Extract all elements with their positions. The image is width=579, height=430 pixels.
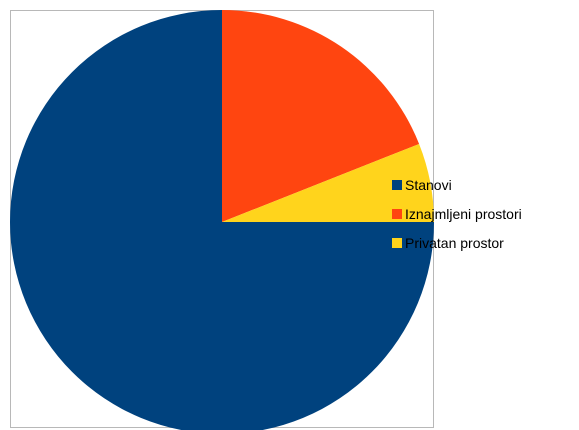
pie-slices xyxy=(10,10,434,430)
legend-item-privatan-prostor: Privatan prostor xyxy=(392,231,579,254)
legend-item-iznajmljeni-prostori: Iznajmljeni prostori xyxy=(392,202,579,225)
pie-slice-iznajmljeni-prostori xyxy=(222,10,420,222)
legend-swatch-privatan-prostor xyxy=(392,237,402,248)
pie-slice-privatan-prostor xyxy=(222,143,434,222)
legend-label-stanovi: Stanovi xyxy=(405,176,452,193)
legend-swatch-iznajmljeni-prostori xyxy=(392,208,402,219)
legend-label-iznajmljeni-prostori: Iznajmljeni prostori xyxy=(405,205,522,222)
legend-item-stanovi: Stanovi xyxy=(392,173,579,196)
pie-slice-stanovi xyxy=(10,10,434,430)
legend-label-privatan-prostor: Privatan prostor xyxy=(405,234,504,251)
legend: Stanovi Iznajmljeni prostori Privatan pr… xyxy=(392,173,579,260)
legend-swatch-stanovi xyxy=(392,179,402,190)
